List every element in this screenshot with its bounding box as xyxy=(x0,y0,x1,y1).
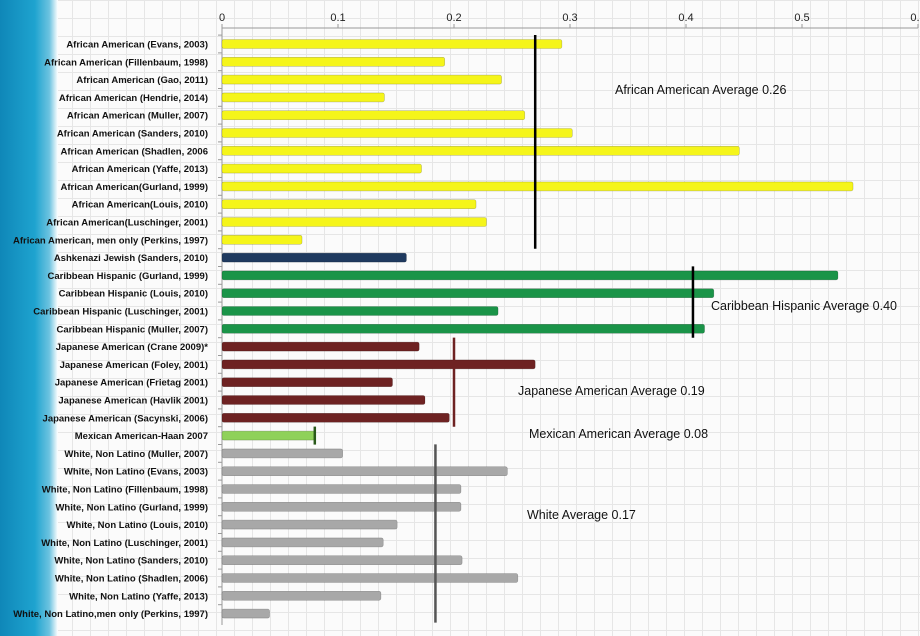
average-label: Mexican American Average 0.08 xyxy=(529,427,708,441)
bar xyxy=(221,56,446,67)
category-label: Japanese American (Sacynski, 2006) xyxy=(43,413,208,424)
category-label: African American (Shadlen, 2006 xyxy=(61,146,208,157)
bar xyxy=(221,252,407,263)
decorative-side-strip xyxy=(0,0,58,636)
bar xyxy=(221,39,563,49)
category-label: White, Non Latino (Yaffe, 2013) xyxy=(69,591,208,602)
bar xyxy=(221,306,499,316)
category-label: White, Non Latino (Louis, 2010) xyxy=(67,520,208,531)
bar xyxy=(221,395,426,405)
bar xyxy=(221,181,854,192)
x-tick-label: 0 xyxy=(219,12,225,24)
category-label: African American (Yaffe, 2013) xyxy=(72,164,208,175)
category-label: African American (Gao, 2011) xyxy=(76,75,208,86)
category-label: Caribbean Hispanic (Gurland, 1999) xyxy=(48,271,209,282)
category-label: African American(Gurland, 1999) xyxy=(61,182,208,193)
category-label: African American (Muller, 2007) xyxy=(67,111,208,122)
category-label: White, Non Latino (Evans, 2003) xyxy=(64,467,208,478)
category-label: African American(Louis, 2010) xyxy=(72,200,208,211)
category-label: White, Non Latino (Sanders, 2010) xyxy=(54,556,208,567)
x-tick-label: 0.5 xyxy=(794,12,809,24)
category-label: African American (Evans, 2003) xyxy=(66,40,208,51)
bar xyxy=(221,537,384,548)
bar xyxy=(221,555,463,566)
category-label: White, Non Latino (Fillenbaum, 1998) xyxy=(42,485,208,496)
category-label: Mexican American-Haan 2007 xyxy=(75,431,208,442)
category-label: Japanese American (Havlik 2001) xyxy=(58,396,208,407)
bar xyxy=(221,341,420,352)
bar xyxy=(221,288,715,299)
bar xyxy=(221,199,477,209)
category-label: African American, men only (Perkins, 199… xyxy=(13,235,208,246)
category-label: Caribbean Hispanic (Muller, 2007) xyxy=(56,324,208,335)
category-label: African American(Luschinger, 2001) xyxy=(46,218,208,229)
x-tick-label: 0.6 xyxy=(910,12,920,24)
bar xyxy=(221,519,398,530)
category-label: White, Non Latino (Luschinger, 2001) xyxy=(41,538,208,549)
category-label: White, Non Latino (Gurland, 1999) xyxy=(55,502,208,513)
average-label: Japanese American Average 0.19 xyxy=(518,384,705,398)
category-label: Japanese American (Frietag 2001) xyxy=(55,378,208,389)
average-label: Caribbean Hispanic Average 0.40 xyxy=(711,299,897,313)
category-label: White, Non Latino,men only (Perkins, 199… xyxy=(13,609,208,620)
bar xyxy=(221,146,740,156)
x-tick-label: 0.4 xyxy=(678,12,693,24)
category-label: Japanese American (Crane 2009)* xyxy=(56,342,209,353)
x-tick-label: 0.2 xyxy=(446,12,461,24)
category-label: White, Non Latino (Muller, 2007) xyxy=(64,449,208,460)
average-label: White Average 0.17 xyxy=(527,508,636,522)
bar xyxy=(221,92,385,103)
bar xyxy=(221,377,393,388)
bar xyxy=(221,412,450,423)
bar xyxy=(221,484,462,494)
bar xyxy=(221,573,519,583)
category-label: Japanese American (Foley, 2001) xyxy=(60,360,208,371)
bar xyxy=(221,128,573,138)
bar xyxy=(221,110,526,120)
category-label: African American (Fillenbaum, 1998) xyxy=(44,57,208,68)
category-label: African American (Hendrie, 2014) xyxy=(59,93,208,104)
bar xyxy=(221,74,502,85)
category-label: White, Non Latino (Shadlen, 2006) xyxy=(55,574,208,585)
average-label: African American Average 0.26 xyxy=(615,83,786,97)
bar xyxy=(221,466,508,477)
category-label: Caribbean Hispanic (Luschinger, 2001) xyxy=(33,307,208,318)
bar xyxy=(221,359,536,370)
category-label: Ashkenazi Jewish (Sanders, 2010) xyxy=(54,253,208,264)
x-tick-label: 0.1 xyxy=(330,12,345,24)
bar xyxy=(221,217,487,227)
bar xyxy=(221,323,705,334)
bar xyxy=(221,430,316,441)
category-label: African American (Sanders, 2010) xyxy=(57,129,208,140)
bar xyxy=(221,501,462,512)
bar xyxy=(221,608,270,619)
bar xyxy=(221,270,839,281)
bar xyxy=(221,590,382,601)
bar xyxy=(221,448,343,459)
x-tick-label: 0.3 xyxy=(562,12,577,24)
bar xyxy=(221,163,422,174)
bar xyxy=(221,235,303,245)
category-label: Caribbean Hispanic (Louis, 2010) xyxy=(59,289,208,300)
